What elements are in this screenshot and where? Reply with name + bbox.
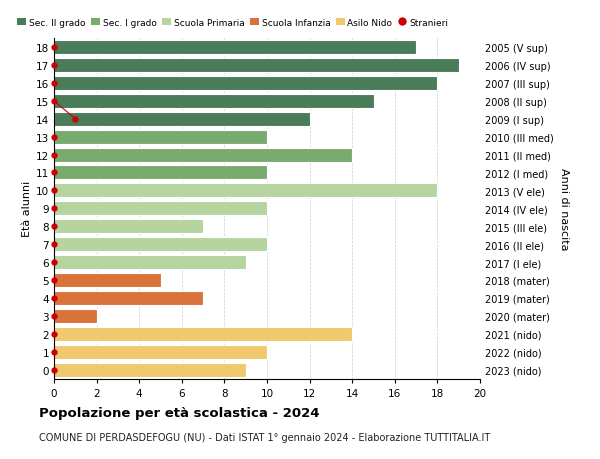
Text: COMUNE DI PERDASDEFOGU (NU) - Dati ISTAT 1° gennaio 2024 - Elaborazione TUTTITAL: COMUNE DI PERDASDEFOGU (NU) - Dati ISTAT…: [39, 432, 490, 442]
Bar: [54, 148, 352, 162]
Text: Popolazione per età scolastica - 2024: Popolazione per età scolastica - 2024: [39, 406, 320, 419]
Bar: [54, 184, 437, 198]
Bar: [54, 345, 267, 359]
Bar: [54, 95, 373, 109]
Bar: [54, 291, 203, 305]
Bar: [54, 309, 97, 323]
Bar: [54, 130, 267, 144]
Bar: [54, 166, 267, 180]
Y-axis label: Età alunni: Età alunni: [22, 181, 32, 237]
Bar: [54, 327, 352, 341]
Bar: [54, 112, 310, 126]
Bar: [54, 256, 246, 269]
Bar: [54, 77, 437, 91]
Bar: [54, 363, 246, 377]
Bar: [54, 220, 203, 234]
Legend: Sec. II grado, Sec. I grado, Scuola Primaria, Scuola Infanzia, Asilo Nido, Stran: Sec. II grado, Sec. I grado, Scuola Prim…: [14, 15, 452, 31]
Bar: [54, 41, 416, 55]
Bar: [54, 59, 459, 73]
Bar: [54, 238, 267, 252]
Bar: [54, 274, 161, 287]
Bar: [54, 202, 267, 216]
Y-axis label: Anni di nascita: Anni di nascita: [559, 168, 569, 250]
